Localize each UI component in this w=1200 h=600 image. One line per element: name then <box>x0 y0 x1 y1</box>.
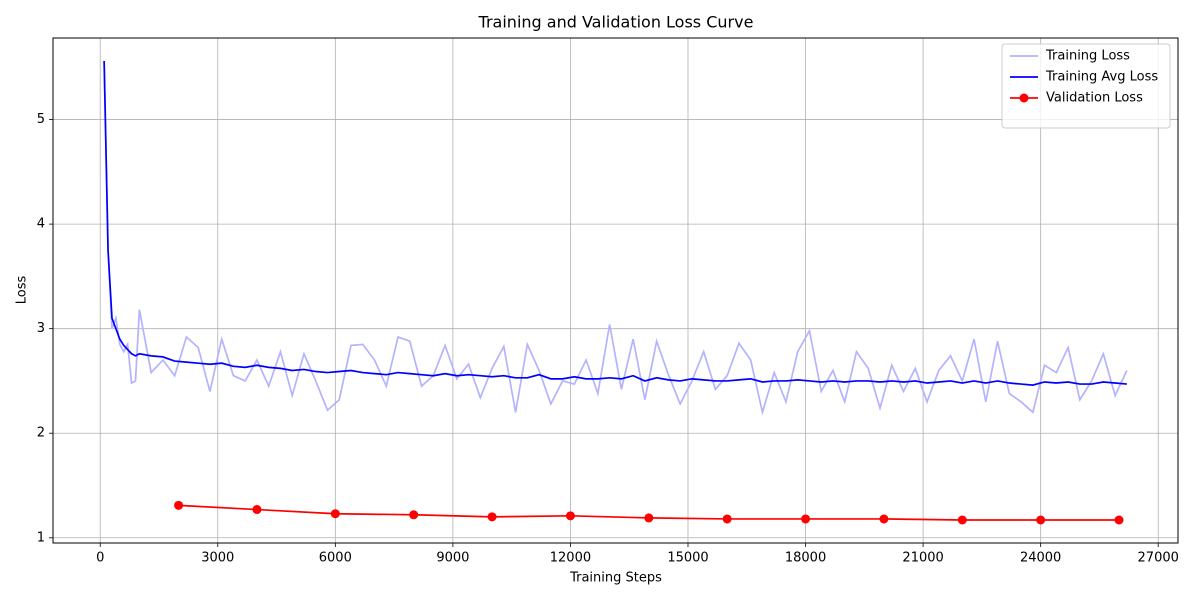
point <box>409 510 419 520</box>
x-tick-label: 9000 <box>436 551 469 566</box>
y-axis-label: Loss <box>15 276 30 305</box>
y-tick-label: 3 <box>37 321 45 336</box>
plot-frame <box>52 37 1179 544</box>
chart-title: Training and Validation Loss Curve <box>478 13 754 32</box>
legend-label: Validation Loss <box>1046 91 1143 106</box>
series-line <box>103 60 1128 416</box>
x-tick-label: 15000 <box>667 551 708 566</box>
x-tick-label: 18000 <box>785 551 826 566</box>
point <box>644 513 654 523</box>
x-tick-label: 0 <box>96 551 104 566</box>
point <box>1036 515 1046 525</box>
x-tick-label: 24000 <box>1020 551 1061 566</box>
point <box>801 514 811 524</box>
legend-label: Training Avg Loss <box>1045 70 1158 85</box>
x-tick-label: 3000 <box>201 551 234 566</box>
point <box>1114 515 1124 525</box>
legend-marker <box>1019 93 1029 103</box>
point <box>722 514 732 524</box>
x-tick-label: 12000 <box>550 551 591 566</box>
point <box>565 511 575 521</box>
y-tick-label: 5 <box>37 112 45 127</box>
point <box>879 514 889 524</box>
point <box>487 512 497 522</box>
x-tick-label: 27000 <box>1138 551 1179 566</box>
legend-label: Training Loss <box>1045 49 1130 64</box>
y-tick-label: 4 <box>37 217 45 232</box>
x-tick-label: 6000 <box>319 551 352 566</box>
point <box>174 500 184 510</box>
series-line <box>103 60 1127 386</box>
legend-box <box>1001 43 1171 129</box>
point <box>252 505 262 515</box>
point <box>957 515 967 525</box>
y-tick-label: 1 <box>37 530 45 545</box>
y-tick-label: 2 <box>37 426 45 441</box>
x-tick-label: 21000 <box>902 551 943 566</box>
legend: Training Loss Training Avg Loss Validation… <box>1001 43 1171 129</box>
point <box>330 509 340 519</box>
x-axis-label: Training Steps <box>569 571 662 586</box>
